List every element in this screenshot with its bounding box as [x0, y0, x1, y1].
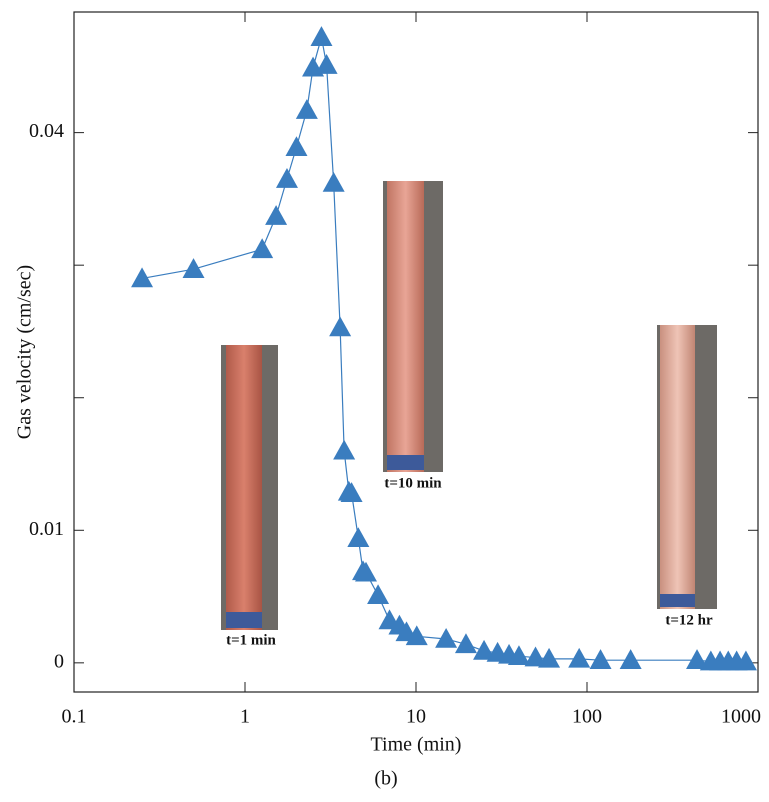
data-point — [333, 439, 356, 460]
data-point — [322, 171, 345, 192]
data-point — [310, 26, 333, 46]
data-point — [182, 258, 205, 278]
data-point — [347, 527, 370, 548]
x-tick-label: 1 — [240, 706, 250, 728]
x-tick-label: 1000 — [721, 706, 761, 728]
data-point — [524, 646, 547, 667]
y-axis-label: Gas velocity (cm/sec) — [14, 265, 36, 439]
data-point — [538, 647, 561, 668]
data-point — [589, 649, 612, 669]
photo-10min — [383, 181, 443, 472]
x-tick-label: 0.1 — [62, 706, 87, 728]
x-axis-label: Time (min) — [371, 734, 462, 756]
data-point — [734, 650, 757, 671]
data-point — [275, 168, 298, 188]
y-tick-label: 0 — [54, 650, 64, 672]
data-point — [454, 633, 477, 654]
annotation: t=12 hr — [665, 612, 713, 628]
data-point — [354, 561, 377, 582]
data-point — [367, 584, 390, 605]
annotation: t=1 min — [226, 632, 276, 648]
data-point — [435, 627, 458, 648]
x-tick-label: 100 — [572, 706, 602, 728]
data-point — [251, 238, 274, 259]
data-point — [329, 316, 352, 337]
data-point — [340, 482, 363, 502]
photo-1min — [221, 345, 278, 630]
annotation: t=10 min — [384, 475, 442, 491]
y-tick-label: 0.01 — [29, 518, 64, 540]
photo-12hr — [657, 325, 717, 609]
data-point — [265, 205, 288, 225]
data-point — [568, 647, 591, 668]
data-point — [295, 99, 318, 119]
data-point — [405, 625, 428, 646]
data-point — [285, 136, 308, 157]
data-point — [315, 54, 338, 74]
caption: (b) — [374, 768, 397, 790]
x-tick-label: 10 — [406, 706, 426, 728]
data-point — [619, 649, 642, 669]
data-point — [131, 267, 154, 288]
data-point — [473, 639, 496, 660]
data-point — [507, 645, 530, 666]
y-tick-label: 0.04 — [29, 120, 64, 142]
data-point — [686, 649, 709, 669]
